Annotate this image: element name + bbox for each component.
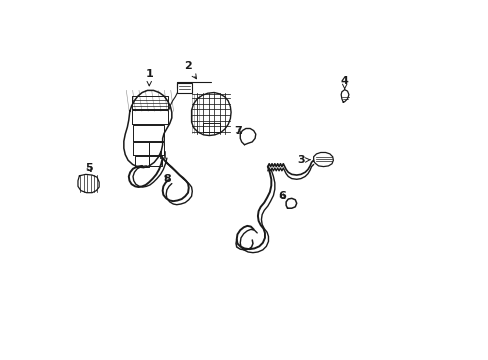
Text: 8: 8 (163, 174, 171, 184)
FancyBboxPatch shape (177, 83, 191, 93)
Text: 1: 1 (145, 69, 153, 86)
Text: 3: 3 (297, 155, 310, 165)
Text: 5: 5 (85, 163, 93, 173)
Text: 6: 6 (277, 190, 285, 201)
Text: 2: 2 (184, 62, 196, 79)
Text: 7: 7 (234, 126, 242, 136)
Text: 4: 4 (340, 76, 348, 89)
